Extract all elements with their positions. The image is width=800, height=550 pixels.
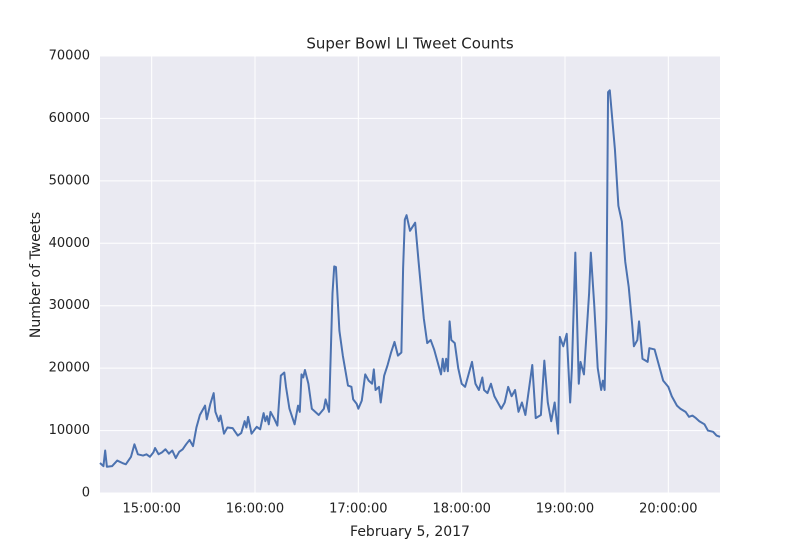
y-tick-label: 30000: [49, 298, 90, 313]
y-tick-label: 40000: [49, 236, 90, 251]
x-tick-label: 15:00:00: [122, 502, 180, 517]
line-series: [99, 89, 721, 468]
y-tick-label: 10000: [49, 423, 90, 438]
y-tick-label: 60000: [49, 111, 90, 126]
x-axis-label: February 5, 2017: [350, 524, 470, 540]
y-tick-label: 20000: [49, 361, 90, 376]
plot-area: [100, 56, 720, 493]
chart-title: Super Bowl LI Tweet Counts: [306, 35, 514, 53]
x-tick-label: 18:00:00: [432, 502, 490, 517]
x-tick-label: 16:00:00: [226, 502, 284, 517]
y-axis-label: Number of Tweets: [28, 212, 44, 338]
x-tick-label: 17:00:00: [329, 502, 387, 517]
y-tick-label: 0: [82, 486, 90, 501]
x-tick-label: 19:00:00: [536, 502, 594, 517]
x-tick-label: 20:00:00: [639, 502, 697, 517]
y-tick-label: 50000: [49, 173, 90, 188]
y-tick-label: 70000: [49, 49, 90, 64]
